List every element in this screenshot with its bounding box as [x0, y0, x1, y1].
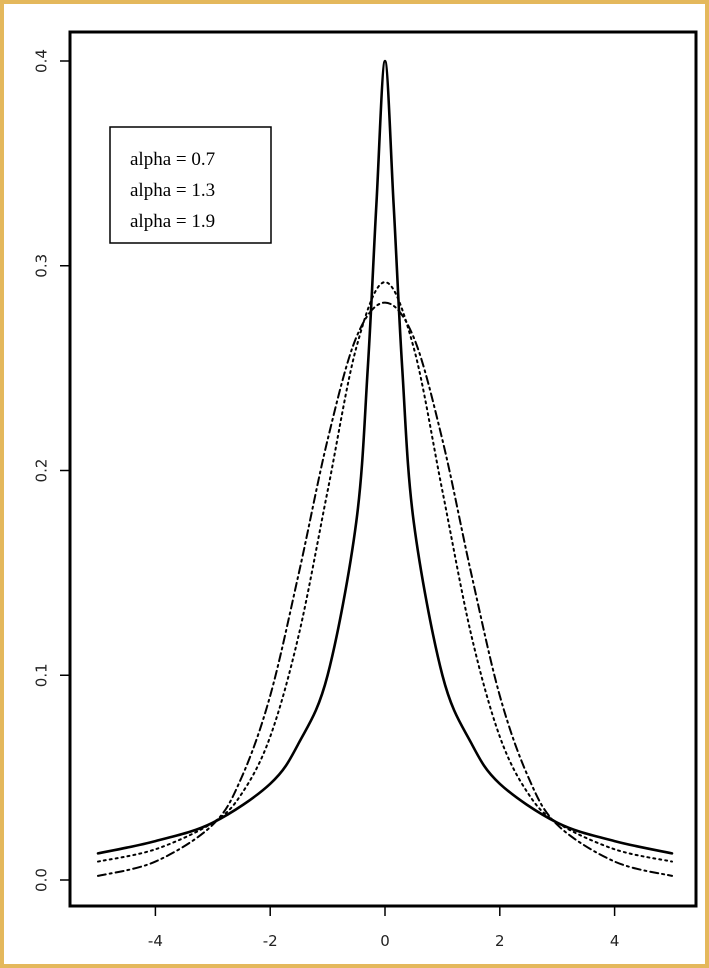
legend-box: [109, 126, 272, 244]
series-line-0: [96, 59, 674, 855]
y-tick-label: 0.2: [33, 459, 51, 483]
y-tick-label: 0.4: [33, 49, 51, 73]
x-tick-label: -4: [148, 932, 163, 950]
series-line-1: [97, 281, 673, 863]
density-chart: 0.0 0.1 0.2 0.3 0.4 -4 -2 0 2 4 alpha = 0.7 alph…: [33, 30, 698, 950]
x-tick-label: 2: [495, 932, 505, 950]
x-tick-label: 4: [610, 932, 620, 950]
legend-entry-2: alpha = 1.9: [130, 211, 215, 232]
y-tick-label: 0.0: [33, 868, 51, 892]
x-axis: -4 -2 0 2 4: [148, 906, 619, 950]
legend-entry-1: alpha = 1.3: [130, 180, 215, 201]
x-tick-label: -2: [263, 932, 278, 950]
y-tick-label: 0.3: [33, 254, 51, 278]
y-tick-label: 0.1: [33, 663, 51, 687]
x-tick-label: 0: [380, 932, 390, 950]
legend: alpha = 0.7 alpha = 1.3 alpha = 1.9: [109, 126, 272, 244]
series-line-2: [97, 301, 673, 877]
series-layer: [96, 59, 674, 877]
legend-entry-0: alpha = 0.7: [130, 149, 215, 170]
y-axis: 0.0 0.1 0.2 0.3 0.4: [33, 49, 70, 892]
plot-area-box: [68, 30, 698, 908]
